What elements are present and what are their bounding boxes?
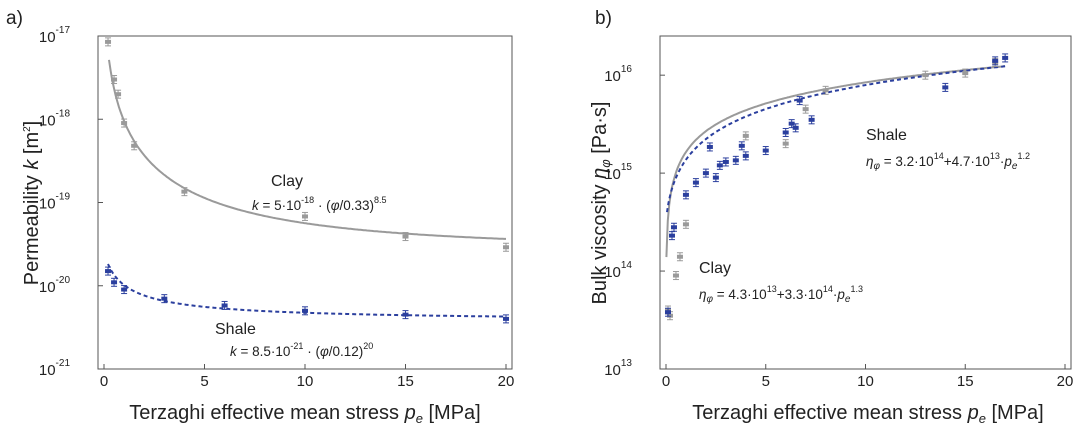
panel-b-data-points — [664, 53, 1009, 321]
panel-b-fit-curves — [665, 65, 1006, 258]
clay-data-point — [121, 118, 128, 128]
shale-data-point — [111, 277, 118, 287]
panel-a-shale-label: Shale — [215, 321, 256, 338]
panel-a-shale-equation: k = 8.5·10-21 · (φ/0.12)20 — [230, 341, 373, 359]
shale-data-point — [670, 222, 677, 232]
shale-data-point — [221, 300, 228, 310]
panel-a-clay-label: Clay — [271, 173, 303, 190]
clay-data-point — [503, 242, 509, 252]
panel-a-x-axis-label: Terzaghi effective mean stress pe [MPa] — [129, 402, 481, 426]
panel-b-shale-label: Shale — [866, 127, 907, 144]
x-tick-label: 5 — [200, 373, 208, 390]
shale-data-point — [668, 231, 675, 241]
shale-data-point — [503, 314, 509, 324]
shale-data-point — [402, 310, 409, 320]
shale-data-point — [796, 96, 803, 106]
y-tick-label: 1014 — [604, 260, 632, 281]
y-tick-label: 10-20 — [39, 275, 71, 296]
clay-data-point — [742, 131, 749, 141]
shale-data-point — [762, 146, 769, 156]
clay-data-point — [676, 252, 683, 262]
panel-b-x-axis-label: Terzaghi effective mean stress pe [MPa] — [692, 402, 1044, 426]
x-tick-label: 20 — [1057, 373, 1074, 390]
shale-data-point — [712, 173, 719, 183]
shale-data-point — [1002, 53, 1009, 63]
x-tick-label: 20 — [498, 373, 515, 390]
shale-data-point — [682, 190, 689, 200]
shale-data-point — [716, 160, 723, 170]
panel-a-x-ticks: 0 5 10 15 20 — [100, 364, 515, 390]
clay-data-point — [111, 75, 118, 85]
panel-a-y-ticks: 10-21 10-20 10-19 10-18 10-17 — [39, 25, 103, 379]
panel-a-data-points — [105, 37, 509, 324]
y-tick-label: 1013 — [604, 358, 632, 379]
clay-data-point — [802, 104, 809, 114]
shale-data-point — [664, 307, 671, 317]
shale-data-point — [782, 127, 789, 137]
shale-data-point — [105, 266, 112, 276]
x-tick-label: 5 — [762, 373, 770, 390]
shale-data-point — [992, 56, 999, 66]
clay-data-point — [822, 85, 829, 95]
panel-a-label: a) — [6, 8, 23, 29]
panel-b-shale-equation: ηφ = 3.2·1014+4.7·1013·pe1.2 — [866, 151, 1030, 172]
shale-data-point — [161, 294, 168, 304]
panel-a-y-axis-label: Permeability k [m2] — [21, 121, 43, 286]
panel-b-y-axis-label: Bulk viscosity ηφ [Pa·s] — [589, 102, 613, 305]
shale-data-point — [808, 115, 815, 125]
panel-b-y-ticks: 1013 1014 1015 1016 — [604, 64, 665, 379]
x-tick-label: 0 — [662, 373, 670, 390]
shale-fit-curve — [107, 263, 507, 318]
shale-data-point — [792, 123, 799, 133]
x-tick-label: 0 — [100, 373, 108, 390]
y-tick-label: 10-19 — [39, 192, 71, 213]
y-tick-label: 10-21 — [39, 358, 71, 379]
panel-b-clay-label: Clay — [699, 260, 731, 277]
shale-data-point — [742, 151, 749, 161]
shale-data-point — [302, 306, 308, 316]
clay-data-point — [682, 219, 689, 229]
shale-data-point — [732, 155, 739, 165]
panel-b-clay-equation: ηφ = 4.3·1013+3.3·1014·pe1.3 — [699, 284, 863, 305]
shale-fit-curve — [666, 65, 1006, 213]
shale-data-point — [722, 157, 729, 167]
x-tick-label: 15 — [957, 373, 974, 390]
shale-data-point — [738, 141, 745, 151]
clay-data-point — [131, 141, 138, 151]
clay-data-point — [402, 232, 409, 242]
clay-data-point — [672, 271, 679, 281]
clay-data-point — [962, 68, 969, 78]
y-tick-label: 1016 — [604, 64, 632, 85]
shale-data-point — [692, 178, 699, 188]
panel-b-x-ticks: 0 5 10 15 20 — [662, 364, 1074, 390]
panel-a-clay-equation: k = 5·10-18 · (φ/0.33)8.5 — [252, 195, 387, 213]
clay-data-point — [105, 37, 112, 47]
shale-data-point — [706, 142, 713, 152]
clay-data-point — [922, 70, 929, 80]
clay-data-point — [302, 211, 308, 221]
x-tick-label: 10 — [857, 373, 874, 390]
clay-data-point — [115, 89, 122, 99]
y-tick-label: 1015 — [604, 162, 632, 183]
clay-data-point — [782, 139, 789, 149]
shale-data-point — [942, 82, 949, 92]
y-tick-label: 10-17 — [39, 25, 71, 46]
shale-data-point — [121, 285, 128, 295]
clay-data-point — [181, 187, 188, 197]
panel-a-fit-curves — [107, 59, 507, 318]
panel-b-label: b) — [595, 8, 612, 29]
x-tick-label: 10 — [297, 373, 314, 390]
shale-data-point — [702, 168, 709, 178]
clay-fit-curve — [108, 59, 506, 240]
y-tick-label: 10-18 — [39, 108, 71, 129]
x-tick-label: 15 — [397, 373, 414, 390]
